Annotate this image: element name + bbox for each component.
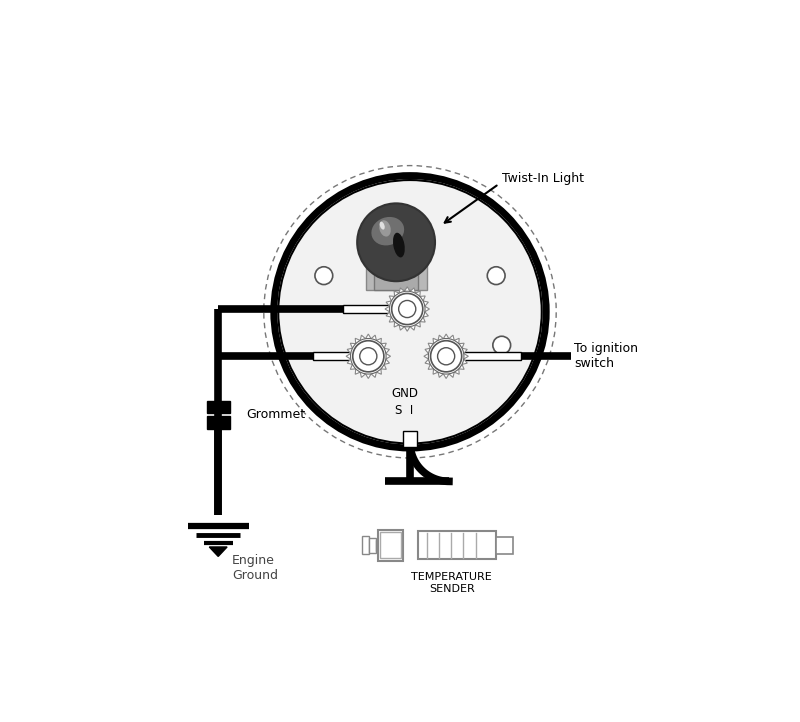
- Circle shape: [398, 300, 416, 318]
- Bar: [378, 530, 403, 560]
- Bar: [313, 352, 353, 360]
- Circle shape: [357, 204, 435, 281]
- Circle shape: [350, 339, 386, 374]
- Circle shape: [274, 175, 546, 448]
- Circle shape: [390, 291, 425, 327]
- Bar: [343, 305, 392, 313]
- Bar: [380, 532, 401, 558]
- Text: Twist-In Light: Twist-In Light: [502, 172, 584, 185]
- Polygon shape: [385, 287, 430, 331]
- Bar: [462, 352, 521, 360]
- Circle shape: [278, 180, 542, 443]
- Text: S  I: S I: [395, 404, 414, 417]
- Circle shape: [493, 336, 510, 354]
- Ellipse shape: [379, 220, 390, 237]
- Bar: [375, 540, 382, 551]
- Circle shape: [315, 266, 333, 284]
- Text: TEMPERATURE
SENDER: TEMPERATURE SENDER: [411, 572, 492, 593]
- Text: To ignition
switch: To ignition switch: [574, 342, 638, 370]
- Ellipse shape: [393, 232, 405, 258]
- Circle shape: [438, 348, 454, 365]
- Circle shape: [428, 339, 464, 374]
- FancyBboxPatch shape: [374, 264, 418, 290]
- Bar: [418, 531, 496, 559]
- Bar: [369, 538, 375, 552]
- FancyBboxPatch shape: [366, 243, 426, 290]
- Ellipse shape: [371, 217, 404, 245]
- Text: GND: GND: [391, 387, 418, 400]
- Polygon shape: [424, 334, 468, 378]
- Bar: [496, 537, 513, 554]
- Bar: [403, 431, 417, 447]
- Circle shape: [487, 266, 505, 284]
- Bar: [362, 536, 369, 554]
- Polygon shape: [210, 547, 227, 557]
- Text: Engine
Ground: Engine Ground: [232, 554, 278, 582]
- Polygon shape: [346, 334, 390, 378]
- Bar: [206, 417, 230, 429]
- Circle shape: [360, 348, 377, 365]
- Text: Grommet: Grommet: [246, 408, 305, 421]
- Ellipse shape: [380, 222, 385, 230]
- Bar: [206, 401, 230, 413]
